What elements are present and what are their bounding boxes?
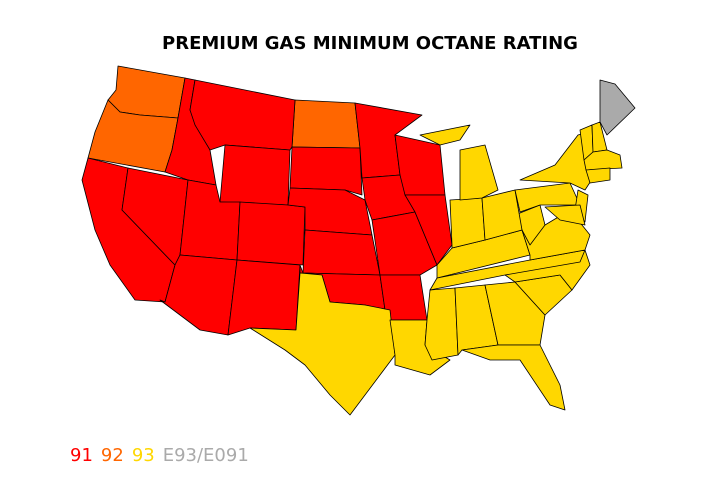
state (514, 182, 581, 213)
state (459, 144, 499, 201)
state (189, 79, 296, 151)
state (449, 197, 486, 249)
legend-entry: 93 (131, 445, 155, 466)
state (424, 287, 459, 361)
state (249, 272, 396, 416)
state (404, 194, 453, 266)
state (574, 189, 589, 223)
legend: 91 92 93 E93/E091 (70, 445, 249, 466)
legend-entry: 91 (70, 445, 93, 466)
state (219, 144, 291, 206)
state (227, 259, 301, 336)
map-title: PREMIUM GAS MINIMUM OCTANE RATING (162, 33, 578, 54)
state (291, 99, 361, 149)
legend-entry: 92 (100, 445, 124, 466)
state (302, 229, 381, 276)
state (419, 124, 471, 146)
state (544, 204, 586, 226)
state (371, 211, 438, 276)
state (585, 167, 611, 184)
state (481, 189, 523, 241)
legend-entry: E93/E091 (162, 445, 249, 466)
state (461, 344, 566, 411)
state (599, 79, 636, 136)
state (484, 281, 546, 346)
state (107, 65, 186, 119)
state (289, 146, 363, 196)
state (236, 201, 306, 266)
